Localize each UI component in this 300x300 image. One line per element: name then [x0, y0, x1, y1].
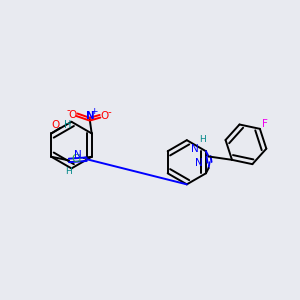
Text: H: H: [64, 120, 71, 130]
Text: H: H: [66, 167, 72, 176]
Text: -: -: [107, 107, 111, 117]
Text: O: O: [68, 110, 77, 120]
Text: N: N: [195, 158, 202, 169]
Text: Cl: Cl: [72, 154, 82, 164]
Text: N: N: [86, 111, 94, 121]
Text: N: N: [191, 144, 199, 154]
Text: +: +: [90, 107, 98, 116]
Text: O: O: [101, 111, 109, 121]
Text: F: F: [262, 119, 267, 129]
Text: -: -: [67, 105, 70, 116]
Text: N: N: [74, 150, 82, 160]
Text: O: O: [51, 120, 60, 130]
Text: H: H: [199, 135, 206, 144]
